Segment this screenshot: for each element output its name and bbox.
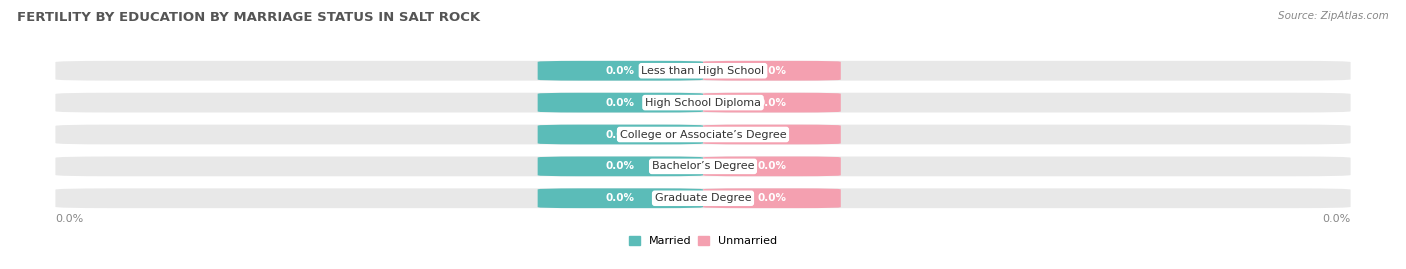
FancyBboxPatch shape — [55, 61, 1351, 81]
Text: Source: ZipAtlas.com: Source: ZipAtlas.com — [1278, 11, 1389, 21]
FancyBboxPatch shape — [537, 157, 703, 176]
Text: 0.0%: 0.0% — [758, 66, 786, 76]
FancyBboxPatch shape — [703, 125, 841, 144]
FancyBboxPatch shape — [703, 157, 841, 176]
Text: Bachelor’s Degree: Bachelor’s Degree — [652, 161, 754, 171]
Legend: Married, Unmarried: Married, Unmarried — [628, 236, 778, 246]
FancyBboxPatch shape — [703, 61, 841, 81]
Text: 0.0%: 0.0% — [606, 193, 636, 203]
FancyBboxPatch shape — [537, 188, 703, 208]
FancyBboxPatch shape — [55, 157, 1351, 176]
Text: 0.0%: 0.0% — [758, 129, 786, 140]
Text: 0.0%: 0.0% — [606, 129, 636, 140]
Text: Less than High School: Less than High School — [641, 66, 765, 76]
Text: 0.0%: 0.0% — [758, 193, 786, 203]
Text: Graduate Degree: Graduate Degree — [655, 193, 751, 203]
Text: 0.0%: 0.0% — [758, 161, 786, 171]
FancyBboxPatch shape — [55, 188, 1351, 208]
FancyBboxPatch shape — [703, 188, 841, 208]
Text: 0.0%: 0.0% — [1323, 214, 1351, 224]
FancyBboxPatch shape — [55, 125, 1351, 144]
FancyBboxPatch shape — [537, 125, 703, 144]
FancyBboxPatch shape — [703, 93, 841, 112]
Text: FERTILITY BY EDUCATION BY MARRIAGE STATUS IN SALT ROCK: FERTILITY BY EDUCATION BY MARRIAGE STATU… — [17, 11, 479, 24]
FancyBboxPatch shape — [537, 61, 703, 81]
Text: College or Associate’s Degree: College or Associate’s Degree — [620, 129, 786, 140]
Text: 0.0%: 0.0% — [606, 66, 636, 76]
Text: 0.0%: 0.0% — [758, 98, 786, 108]
Text: High School Diploma: High School Diploma — [645, 98, 761, 108]
Text: 0.0%: 0.0% — [606, 161, 636, 171]
Text: 0.0%: 0.0% — [606, 98, 636, 108]
FancyBboxPatch shape — [55, 93, 1351, 112]
Text: 0.0%: 0.0% — [55, 214, 83, 224]
FancyBboxPatch shape — [537, 93, 703, 112]
